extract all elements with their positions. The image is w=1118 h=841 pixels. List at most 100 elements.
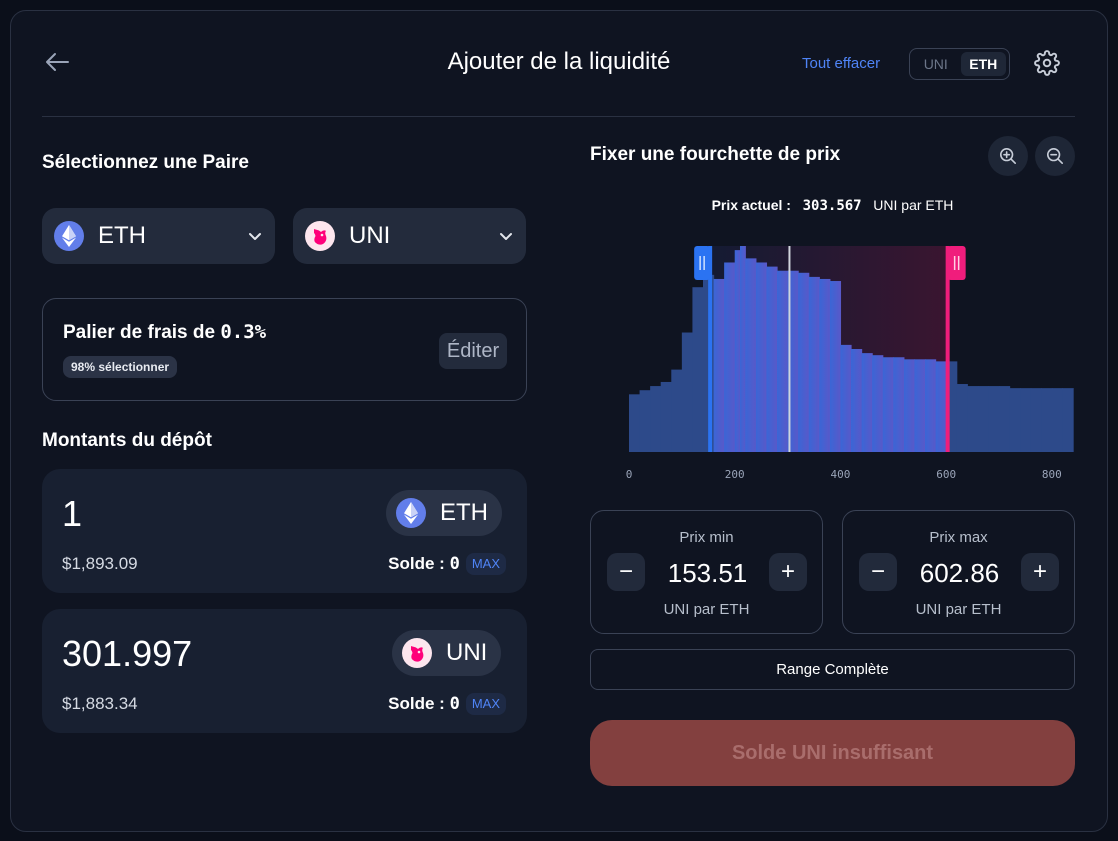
deposit-eth-token-label: ETH <box>440 499 488 526</box>
uni-balance: Solde : 0 <box>388 694 460 714</box>
min-price-value[interactable]: 153.51 <box>667 558 748 588</box>
max-price-handle <box>947 246 966 280</box>
edit-fee-button[interactable]: Éditer <box>439 333 507 369</box>
x-axis-tick-label: 0 <box>626 468 633 481</box>
liquidity-bar <box>1030 388 1042 452</box>
toggle-eth[interactable]: ETH <box>960 52 1006 76</box>
x-axis-tick-label: 600 <box>936 468 956 481</box>
liquidity-bar <box>872 355 884 452</box>
x-axis-tick-label: 400 <box>830 468 850 481</box>
toggle-uni[interactable]: UNI <box>923 56 948 72</box>
eth-icon <box>54 221 84 251</box>
token-b-select[interactable]: UNI <box>293 208 526 264</box>
liquidity-bar <box>755 262 768 452</box>
max-price-value[interactable]: 602.86 <box>919 558 1000 588</box>
uni-icon <box>402 638 432 668</box>
settings-gear-icon[interactable] <box>1034 50 1060 76</box>
token-a-select[interactable]: ETH <box>42 208 275 264</box>
liquidity-bar <box>893 357 905 452</box>
liquidity-bar <box>829 281 842 452</box>
uni-balance-value: 0 <box>449 694 460 714</box>
deposit-uni-token-label: UNI <box>446 639 488 666</box>
liquidity-bar <box>882 357 894 452</box>
current-price-value: 303.567 <box>802 198 862 214</box>
deposit-uni-box: UNI $1,883.34 Solde : 0 MAX <box>42 609 527 733</box>
uni-icon <box>305 221 335 251</box>
zoom-in-icon[interactable] <box>988 136 1028 176</box>
liquidity-bar <box>671 369 683 452</box>
liquidity-bar <box>1051 388 1064 452</box>
token-b-label: UNI <box>349 222 391 249</box>
eth-icon <box>396 498 426 528</box>
uni-balance-label: Solde : <box>388 694 450 713</box>
liquidity-bar <box>988 386 1000 452</box>
range-section-title: Fixer une fourchette de prix <box>590 144 841 165</box>
liquidity-bar <box>660 381 672 452</box>
liquidity-bar <box>745 258 757 452</box>
min-price-label: Prix min <box>679 529 734 546</box>
zoom-out-icon[interactable] <box>1035 136 1075 176</box>
token-toggle: UNI ETH <box>909 48 1010 80</box>
liquidity-bar <box>819 278 831 452</box>
liquidity-bar <box>999 386 1011 452</box>
uni-amount-input[interactable] <box>62 629 362 679</box>
liquidity-bar <box>840 344 852 452</box>
min-price-decrement-button[interactable]: − <box>607 553 645 591</box>
liquidity-bar <box>861 353 873 452</box>
eth-balance-row: Solde : 0 MAX <box>388 553 506 575</box>
min-price-increment-button[interactable]: + <box>769 553 807 591</box>
liquidity-bar <box>903 359 916 452</box>
liquidity-bar <box>914 359 926 452</box>
liquidity-bar <box>925 359 937 452</box>
liquidity-bar <box>1062 388 1074 452</box>
chevron-down-icon <box>500 233 512 240</box>
current-price-unit: UNI par ETH <box>873 197 954 213</box>
x-axis-tick-label: 200 <box>725 468 745 481</box>
uni-usd-value: $1,883.34 <box>62 694 138 713</box>
max-price-box: Prix max − 602.86 + UNI par ETH <box>842 510 1075 634</box>
max-price-unit: UNI par ETH <box>915 601 1002 618</box>
back-arrow-icon[interactable] <box>44 50 70 74</box>
min-price-handle <box>694 246 711 280</box>
liquidity-bar <box>798 272 810 452</box>
pair-section-title: Sélectionnez une Paire <box>42 152 249 173</box>
liquidity-bar <box>1073 388 1074 452</box>
liquidity-bar <box>808 276 820 452</box>
full-range-button[interactable]: Range Complète <box>590 649 1075 690</box>
max-price-increment-button[interactable]: + <box>1021 553 1059 591</box>
deposit-eth-token[interactable]: ETH <box>386 490 502 536</box>
deposit-section-title: Montants du dépôt <box>42 430 212 451</box>
fee-tier-label: Palier de frais de <box>63 322 221 343</box>
liquidity-chart[interactable]: 0 200 400 600 800 <box>590 240 1080 490</box>
liquidity-bar <box>946 361 958 452</box>
eth-balance-label: Solde : <box>388 554 450 573</box>
deposit-uni-token[interactable]: UNI <box>392 630 502 676</box>
eth-amount-input[interactable] <box>62 489 362 539</box>
deposit-eth-box: ETH $1,893.09 Solde : 0 MAX <box>42 469 527 593</box>
liquidity-bar <box>766 266 778 452</box>
liquidity-bar <box>650 386 662 452</box>
liquidity-bar <box>724 262 736 452</box>
x-axis-tick-label: 800 <box>1042 468 1062 481</box>
liquidity-bar <box>740 246 746 452</box>
liquidity-bar <box>1009 388 1021 452</box>
min-price-unit: UNI par ETH <box>663 601 750 618</box>
current-price-label: Prix actuel : 303.567 UNI par ETH <box>590 197 1075 214</box>
max-price-decrement-button[interactable]: − <box>859 553 897 591</box>
liquidity-bar <box>787 270 799 452</box>
uni-max-button[interactable]: MAX <box>465 693 506 715</box>
token-a-label: ETH <box>98 222 146 249</box>
liquidity-bar <box>713 278 725 452</box>
insufficient-balance-button[interactable]: Solde UNI insuffisant <box>590 720 1075 786</box>
min-price-box: Prix min − 153.51 + UNI par ETH <box>590 510 823 634</box>
liquidity-bar <box>977 386 990 452</box>
eth-max-button[interactable]: MAX <box>465 553 506 575</box>
fee-tier-value: 0.3% <box>220 321 267 343</box>
uni-balance-row: Solde : 0 MAX <box>388 693 506 715</box>
chevron-down-icon <box>249 233 261 240</box>
fee-tier-title: Palier de frais de 0.3% <box>63 321 266 344</box>
liquidity-bar <box>681 332 694 452</box>
clear-all-link[interactable]: Tout effacer <box>802 55 881 72</box>
liquidity-bar <box>777 270 789 452</box>
current-price-title: Prix actuel : <box>711 197 791 213</box>
